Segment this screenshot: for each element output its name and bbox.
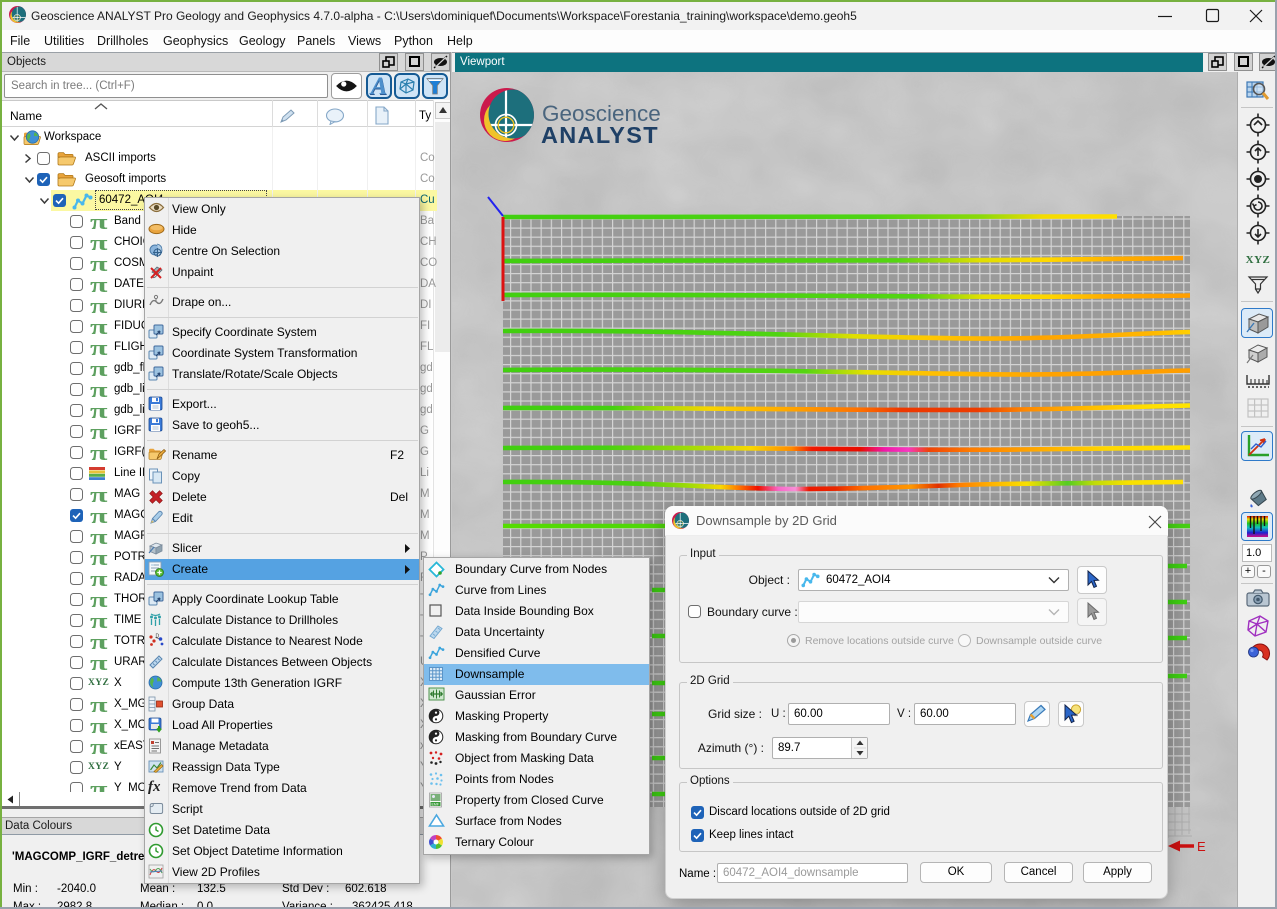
svg-text:Geoscience: Geoscience xyxy=(542,101,661,126)
svg-text:D: D xyxy=(156,634,160,640)
svg-text:ANALYST: ANALYST xyxy=(541,122,659,148)
svg-text:E: E xyxy=(1197,839,1206,854)
svg-text:EMF: EMF xyxy=(432,802,439,806)
